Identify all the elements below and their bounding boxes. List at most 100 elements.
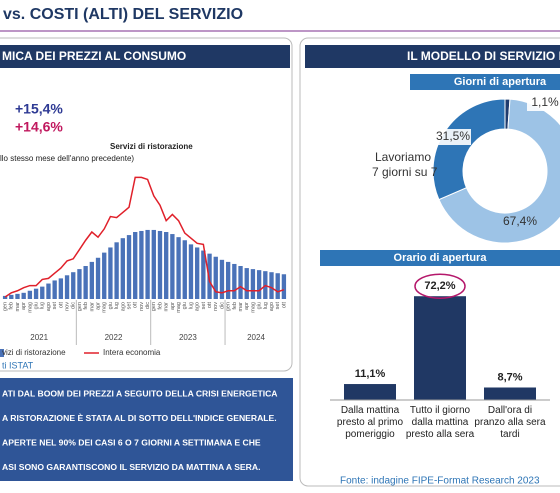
- bar: [269, 272, 274, 299]
- chart-title: Servizi di ristorazione: [110, 142, 193, 151]
- bar: [182, 240, 187, 299]
- source: Fonte: indagine FIPE-Format Research 202…: [340, 476, 540, 487]
- x-tick-label: apr: [21, 302, 27, 310]
- stat: +14,6%: [15, 119, 63, 135]
- x-tick-label: lug: [188, 302, 194, 309]
- donut-label: 67,4%: [503, 214, 537, 228]
- chart-source: ti ISTAT: [2, 360, 34, 370]
- bar: [89, 261, 95, 299]
- x-tick-label: lug: [40, 302, 46, 309]
- bar: [207, 253, 212, 299]
- x-tick-label: gen: [3, 302, 9, 311]
- x-tick-label: ott: [58, 302, 64, 309]
- x-tick-label: lug: [114, 302, 120, 309]
- bar: [157, 230, 163, 299]
- x-tick-label: gen: [151, 302, 157, 311]
- donut-annotation: 7 giorni su 7: [372, 165, 438, 179]
- bar: [114, 242, 119, 299]
- bar: [58, 278, 64, 299]
- x-tick-label: feb: [157, 302, 163, 310]
- left-header: [0, 45, 290, 68]
- donut-annotation: Lavoriamo: [375, 150, 431, 164]
- bar: [95, 257, 101, 299]
- bar: [194, 247, 200, 299]
- bar: [219, 259, 225, 299]
- x-tick-label: giu: [257, 302, 263, 309]
- highlight-ring: [414, 273, 466, 299]
- bar: [52, 280, 57, 299]
- bar: [120, 238, 125, 299]
- notes-box: [0, 378, 293, 481]
- x-tick-label: apr: [95, 302, 101, 310]
- bar: [27, 290, 33, 299]
- x-tick-label: mag: [102, 302, 108, 313]
- x-tick-label: ott: [281, 302, 287, 309]
- line: [4, 176, 285, 298]
- x-tick-label: dic: [219, 302, 225, 309]
- x-tick-label: mar: [164, 302, 170, 312]
- bar: [244, 268, 249, 299]
- x-tick-label: nov: [65, 302, 71, 311]
- bar: [164, 232, 169, 299]
- bar: [275, 273, 280, 299]
- x-tick-label: mar: [15, 302, 21, 312]
- x-tick-label: giu: [182, 302, 188, 309]
- left-panel: [0, 37, 293, 372]
- x-tick-label: lug: [263, 302, 269, 309]
- x-tick-label: apr: [244, 302, 250, 310]
- legend-swatch: [0, 349, 4, 357]
- bar: [188, 244, 194, 299]
- bar: [151, 229, 156, 299]
- x-tick-label: ago: [46, 302, 52, 311]
- x-tick-label: ago: [195, 302, 201, 311]
- bar: [139, 230, 144, 299]
- donut-label: 31,5%: [436, 129, 470, 143]
- donut-slice: [438, 98, 560, 244]
- x-tick-label: giu: [34, 302, 40, 309]
- x-tick-label: feb: [83, 302, 89, 310]
- bar: [126, 235, 132, 299]
- legend-label: Intera economia: [103, 348, 161, 357]
- bar: [2, 295, 8, 299]
- x-tick-label: mag: [250, 302, 256, 313]
- x-tick-label: mar: [238, 302, 244, 312]
- x-tick-label: gen: [226, 302, 232, 311]
- bar: [71, 272, 76, 299]
- label-bg: [435, 129, 471, 145]
- x-tick-label: set: [126, 302, 132, 310]
- legend-label: vizi di ristorazione: [2, 348, 66, 357]
- x-tick-label: set: [52, 302, 58, 310]
- x-tick-label: nov: [213, 302, 219, 311]
- bar: [21, 292, 26, 299]
- x-tick-label: giu: [108, 302, 114, 309]
- bar: [232, 263, 237, 299]
- x-tick-label: gen: [77, 302, 83, 311]
- stat: +15,4%: [15, 101, 63, 117]
- donut-header: [410, 74, 560, 90]
- right-title: IL MODELLO DI SERVIZIO I: [407, 49, 560, 63]
- bar: [133, 232, 138, 299]
- x-tick-label: Dalla mattina presto al primo pomeriggio: [336, 405, 404, 440]
- x-tick-label: Dall'ora di pranzo alla sera tardi: [474, 405, 546, 440]
- bar: [201, 250, 206, 299]
- note-line: A RISTORAZIONE È STATA AL DI SOTTO DELL'…: [2, 413, 277, 423]
- value-label: 11,1%: [355, 368, 386, 380]
- bar: [213, 256, 218, 299]
- x-tick-label: Tutto il giorno dalla mattina presto all…: [405, 405, 475, 440]
- x-tick-label: ott: [207, 302, 213, 309]
- note-line: ATI DAL BOOM DEI PREZZI A SEGUITO DELLA …: [2, 388, 278, 398]
- bar: [250, 269, 256, 299]
- bar: [64, 275, 70, 299]
- bar: [281, 274, 287, 299]
- x-tick-label: feb: [232, 302, 238, 310]
- x-tick-label: mag: [176, 302, 182, 313]
- bar: [40, 286, 45, 299]
- year-label: 2024: [247, 333, 265, 342]
- bar: [344, 384, 396, 400]
- bar: [33, 288, 39, 299]
- x-tick-label: dic: [71, 302, 77, 309]
- note-line: ASI SONO GARANTISCONO IL SERVIZIO DA MAT…: [2, 462, 260, 472]
- x-tick-label: dic: [145, 302, 151, 309]
- bar: [77, 269, 82, 299]
- bar: [102, 252, 107, 299]
